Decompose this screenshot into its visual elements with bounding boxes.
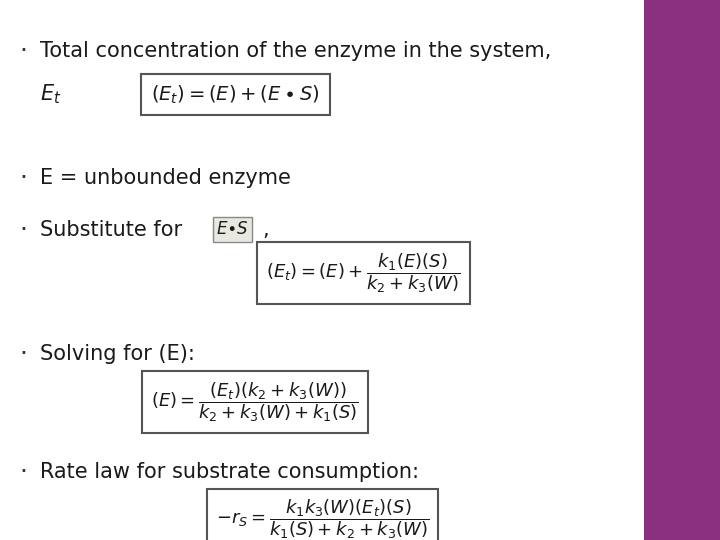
Text: ,: , bbox=[263, 219, 269, 240]
Text: ·: · bbox=[19, 342, 27, 366]
Text: Rate law for substrate consumption:: Rate law for substrate consumption: bbox=[40, 462, 418, 483]
Text: ·: · bbox=[19, 461, 27, 484]
Text: ·: · bbox=[19, 39, 27, 63]
Text: $(E_t) = (E) + (E \bullet S)$: $(E_t) = (E) + (E \bullet S)$ bbox=[151, 83, 320, 106]
Text: E = unbounded enzyme: E = unbounded enzyme bbox=[40, 168, 290, 188]
FancyBboxPatch shape bbox=[644, 0, 720, 540]
Text: $(E_t) = (E) + \dfrac{k_1(E)(S)}{k_2 + k_3(W)}$: $(E_t) = (E) + \dfrac{k_1(E)(S)}{k_2 + k… bbox=[266, 251, 461, 294]
Text: Substitute for: Substitute for bbox=[40, 219, 181, 240]
Text: Solving for (E):: Solving for (E): bbox=[40, 343, 194, 364]
FancyBboxPatch shape bbox=[0, 0, 644, 540]
Text: $E{\bullet}S$: $E{\bullet}S$ bbox=[216, 220, 249, 239]
Text: $(E) = \dfrac{(E_t)(k_2 + k_3(W))}{k_2 + k_3(W) + k_1(S)}$: $(E) = \dfrac{(E_t)(k_2 + k_3(W))}{k_2 +… bbox=[151, 381, 359, 424]
Text: $E_t$: $E_t$ bbox=[40, 83, 61, 106]
Text: Total concentration of the enzyme in the system,: Total concentration of the enzyme in the… bbox=[40, 41, 551, 62]
Text: ·: · bbox=[19, 166, 27, 190]
Text: ·: · bbox=[19, 218, 27, 241]
Text: $-r_S = \dfrac{k_1 k_3(W)(E_t)(S)}{k_1(S) + k_2 + k_3(W)}$: $-r_S = \dfrac{k_1 k_3(W)(E_t)(S)}{k_1(S… bbox=[216, 498, 429, 540]
